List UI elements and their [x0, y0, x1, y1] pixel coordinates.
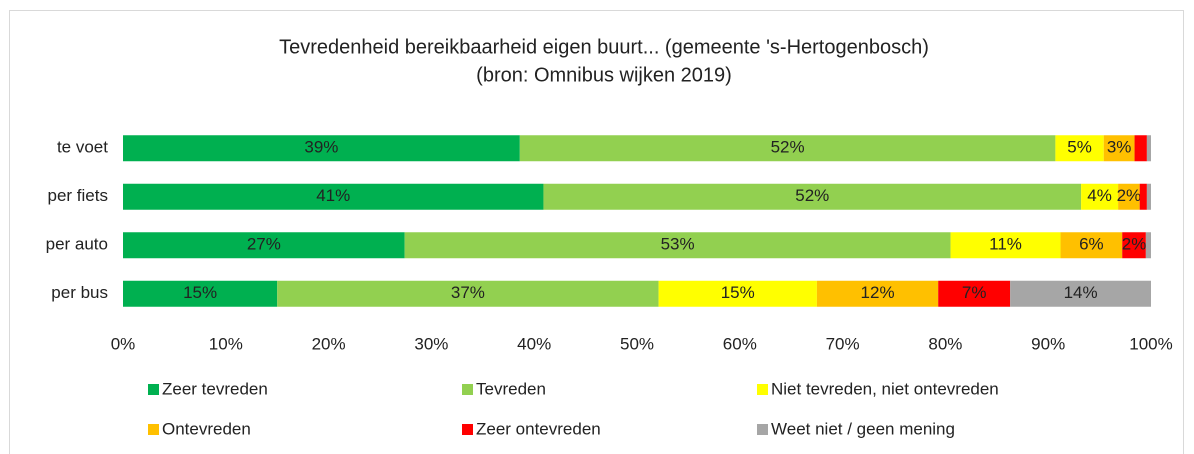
data-label: 15%: [183, 283, 217, 302]
x-tick-label: 50%: [620, 334, 654, 353]
x-tick-label: 60%: [723, 334, 757, 353]
x-tick-label: 20%: [312, 334, 346, 353]
bar-segment: [1081, 183, 1119, 210]
x-tick-label: 70%: [826, 334, 860, 353]
x-tick-label: 80%: [928, 334, 962, 353]
bar-segment: [1122, 232, 1146, 259]
bar-segment: [1146, 135, 1151, 162]
y-tick-label: per auto: [46, 235, 108, 254]
data-label: 15%: [721, 283, 755, 302]
bar-segment: [1010, 280, 1151, 307]
chart-title: Tevredenheid bereikbaarheid eigen buurt.…: [279, 36, 929, 58]
legend-swatch: [757, 424, 768, 435]
data-label: 52%: [771, 138, 805, 157]
x-tick-label: 10%: [209, 334, 243, 353]
data-label: 2%: [1117, 186, 1142, 205]
legend-label: Niet tevreden, niet ontevreden: [771, 379, 999, 398]
data-label: 37%: [451, 283, 485, 302]
legend-swatch: [462, 424, 473, 435]
bar-segment: [1060, 232, 1123, 259]
y-tick-label: per fiets: [48, 186, 108, 205]
y-tick-label: per bus: [51, 283, 108, 302]
x-tick-label: 30%: [414, 334, 448, 353]
bar-segment: [404, 232, 951, 259]
bar-segment: [1055, 135, 1104, 162]
data-label: 27%: [247, 235, 281, 254]
bar-segment: [123, 183, 544, 210]
bar-segment: [1139, 183, 1147, 210]
bar-segment: [950, 232, 1061, 259]
bar-segment: [543, 183, 1082, 210]
legend-label: Weet niet / geen mening: [771, 419, 955, 438]
data-label: 12%: [861, 283, 895, 302]
data-label: 11%: [989, 235, 1022, 254]
data-label: 5%: [1067, 138, 1092, 157]
data-label: 7%: [962, 283, 987, 302]
data-label: 4%: [1087, 186, 1112, 205]
bar-segment: [1103, 135, 1135, 162]
bar-segment: [1146, 183, 1151, 210]
data-label: 52%: [795, 186, 829, 205]
bar-segment: [123, 232, 405, 259]
data-label: 39%: [304, 138, 338, 157]
bar-segment: [1118, 183, 1140, 210]
data-label: 14%: [1064, 283, 1098, 302]
bar-segment: [123, 280, 278, 307]
legend-label: Ontevreden: [162, 419, 251, 438]
bar-segment: [277, 280, 659, 307]
bar-segment: [816, 280, 939, 307]
data-label: 6%: [1079, 235, 1104, 254]
x-tick-label: 40%: [517, 334, 551, 353]
legend-swatch: [148, 384, 159, 395]
data-label: 41%: [316, 186, 350, 205]
data-label: 53%: [661, 235, 695, 254]
legend-swatch: [148, 424, 159, 435]
bar-segment: [123, 135, 520, 162]
bar-segment: [519, 135, 1056, 162]
bar-segment: [938, 280, 1011, 307]
data-label: 3%: [1107, 138, 1132, 157]
bar-segment: [1145, 232, 1151, 259]
chart-subtitle: (bron: Omnibus wijken 2019): [476, 64, 732, 86]
bar-segment: [658, 280, 817, 307]
x-tick-label: 90%: [1031, 334, 1065, 353]
x-tick-label: 0%: [111, 334, 136, 353]
legend-swatch: [462, 384, 473, 395]
bar-segment: [1134, 135, 1147, 162]
x-tick-label: 100%: [1129, 334, 1172, 353]
data-label: 2%: [1122, 235, 1147, 254]
legend-label: Zeer tevreden: [162, 379, 268, 398]
legend-label: Tevreden: [476, 379, 546, 398]
y-tick-label: te voet: [57, 138, 108, 157]
legend-label: Zeer ontevreden: [476, 419, 601, 438]
legend-swatch: [757, 384, 768, 395]
